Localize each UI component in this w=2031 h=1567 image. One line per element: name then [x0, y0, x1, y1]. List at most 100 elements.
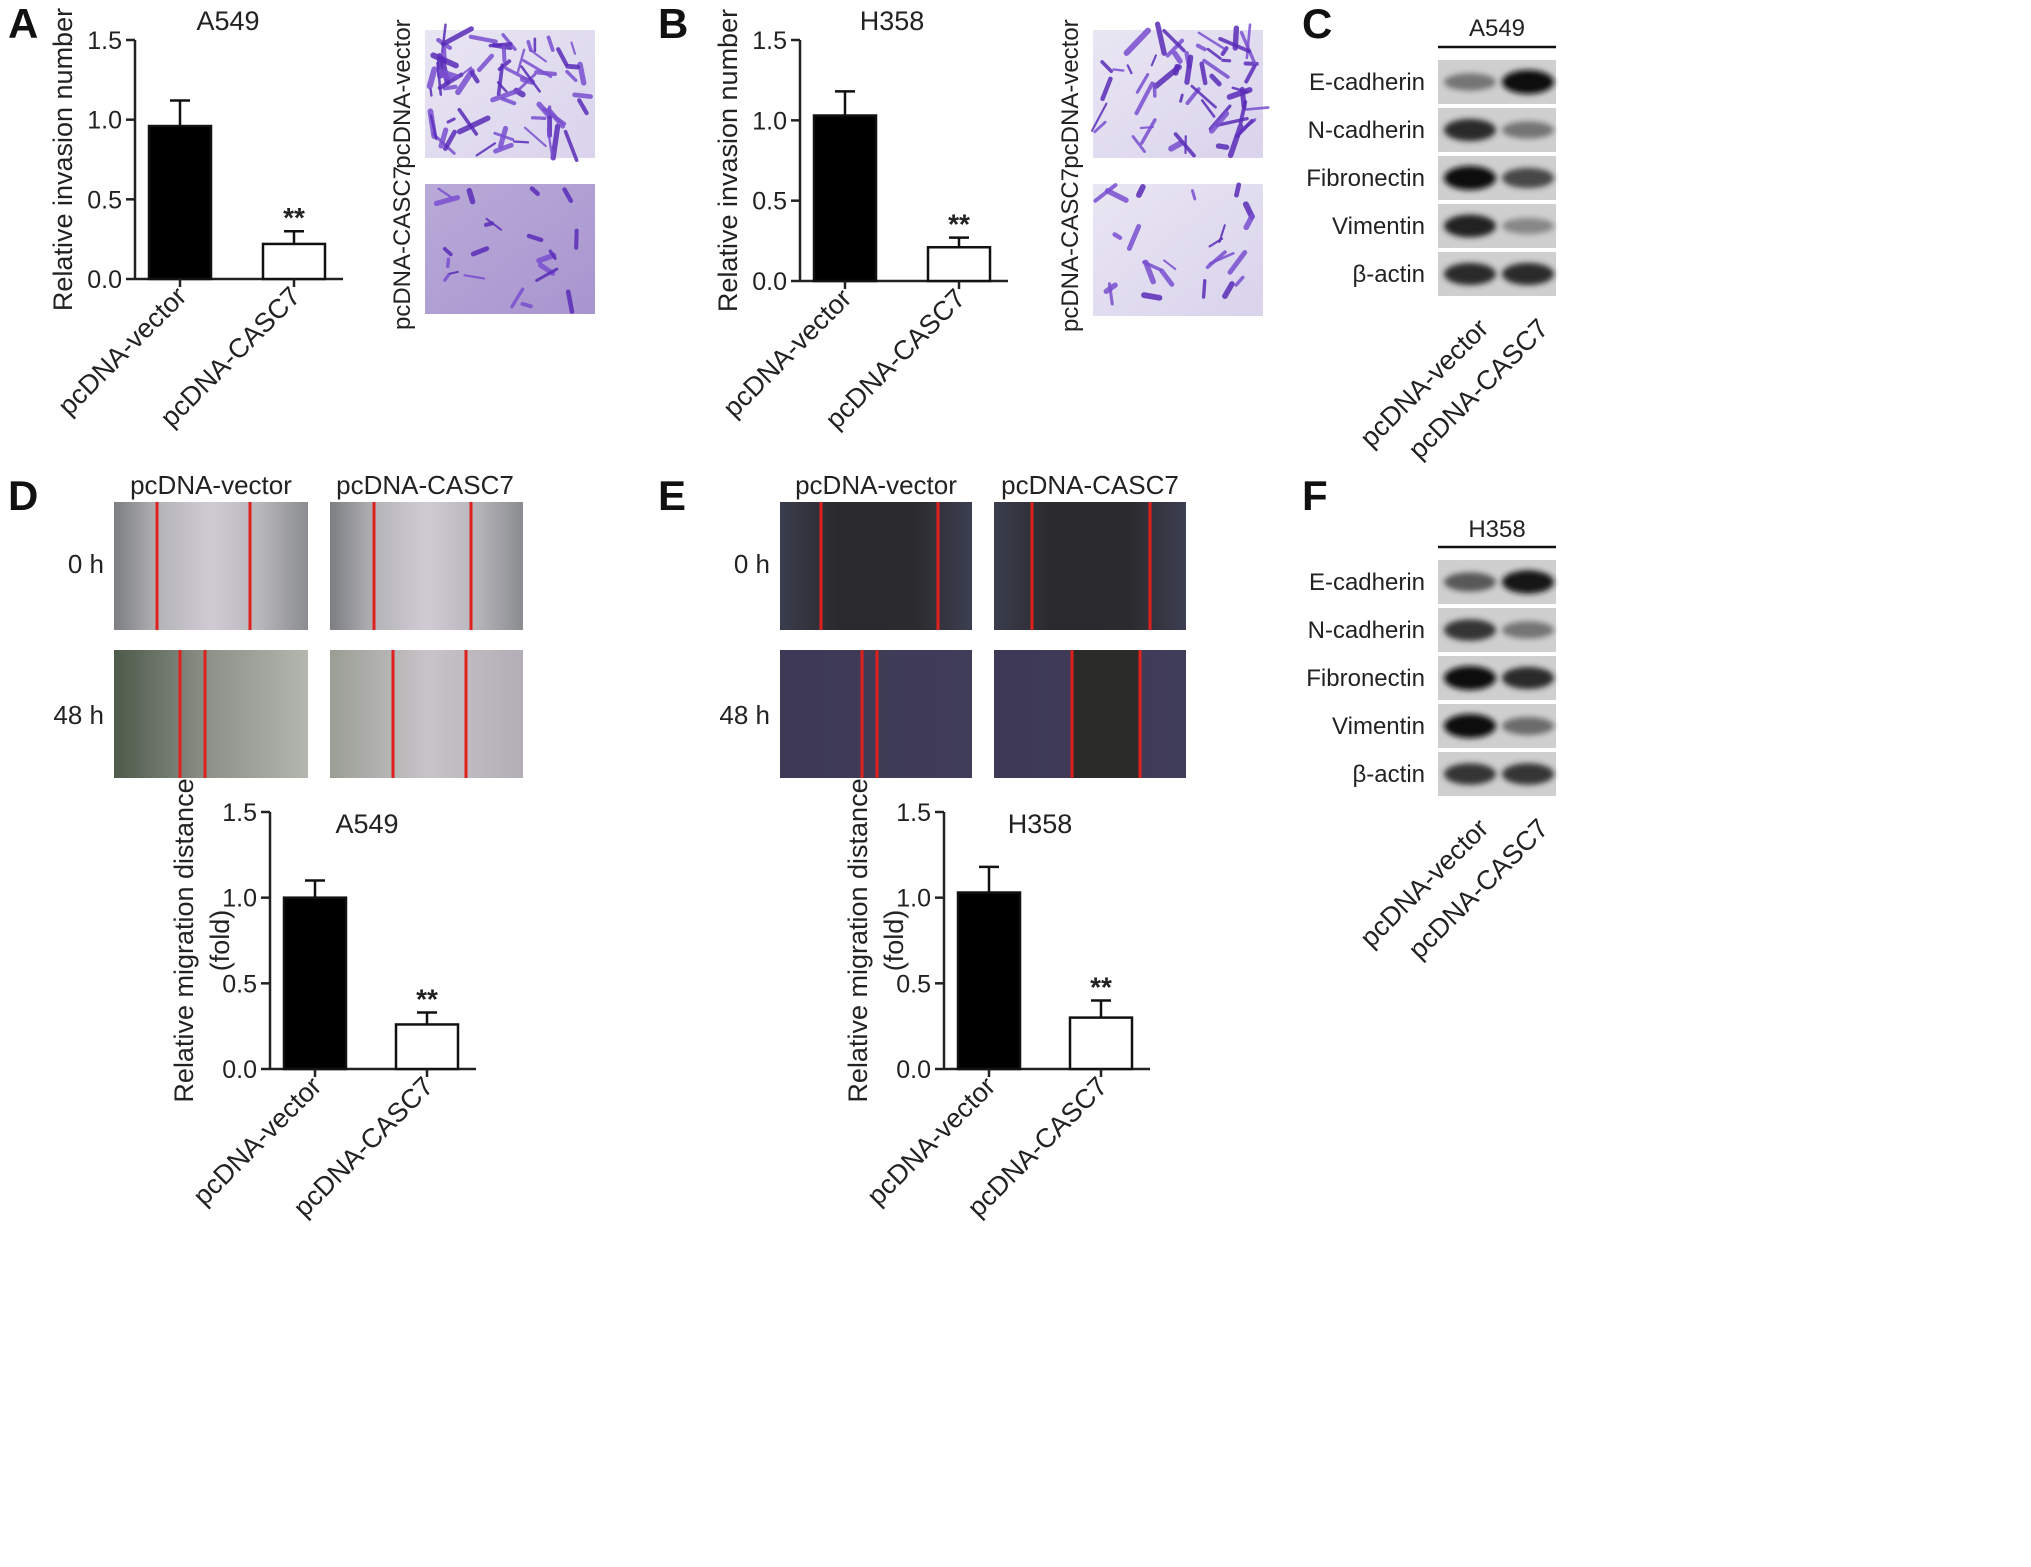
stained-cell: [1112, 68, 1125, 72]
row-label-48h: 48 h: [719, 700, 770, 730]
y-tick-label: 1.0: [222, 885, 257, 913]
y-tick-label: 1.0: [87, 107, 122, 135]
stained-cell: [496, 63, 505, 97]
stained-cell: [1134, 81, 1155, 116]
stained-cell: [520, 301, 533, 309]
stained-cell: [526, 233, 544, 243]
bar: [1068, 1016, 1134, 1071]
y-tick-label: 0.5: [752, 188, 787, 216]
chart-title: H358: [860, 6, 925, 36]
y-tick-label: 0.0: [896, 1056, 931, 1084]
protein-band: [1444, 714, 1496, 738]
bar: [394, 1023, 460, 1071]
stained-cell: [1205, 250, 1227, 269]
bar: [147, 124, 213, 281]
crystal-violet-stain: [1093, 182, 1255, 306]
col-label-vector: pcDNA-vector: [130, 470, 292, 500]
stained-cell: [457, 107, 479, 136]
stained-cell: [1093, 183, 1118, 203]
y-tick-label: 1.5: [87, 27, 122, 55]
stained-cell: [437, 187, 453, 199]
stained-cell: [440, 26, 474, 47]
y-tick-label: 0.0: [222, 1056, 257, 1084]
bar: [282, 896, 348, 1071]
stained-cell: [501, 33, 517, 51]
invasion-image-casc7: [1093, 184, 1263, 316]
stained-cell: [1184, 54, 1194, 85]
y-axis-label: Relative migration distance: [843, 778, 873, 1102]
stained-cell: [448, 270, 459, 275]
stained-cell: [1227, 250, 1248, 275]
stained-cell: [1234, 182, 1242, 198]
protein-label: N-cadherin: [1308, 117, 1425, 144]
bar: [261, 242, 327, 281]
stained-cell: [548, 249, 557, 261]
y-tick-label: 0.5: [87, 186, 122, 214]
protein-band: [1502, 217, 1554, 235]
panel-label-c: C: [1302, 0, 1332, 47]
protein-label: N-cadherin: [1308, 617, 1425, 644]
bar-chart-h358-migration: H358 0.0 0.5 1.0 1.5 Relative migration dista…: [843, 778, 1150, 1223]
stained-cell: [577, 61, 587, 86]
stained-cell: [534, 70, 558, 77]
western-blot-h358: H358 E-cadherin N-cadherin Fibronectin Vimen…: [1306, 516, 1556, 965]
y-tick-label: 1.5: [752, 27, 787, 55]
significance-marker: **: [416, 983, 438, 1014]
stained-cell: [1190, 189, 1197, 201]
stained-cell: [442, 246, 453, 257]
bar: [926, 246, 992, 283]
crystal-violet-stain: [426, 23, 593, 163]
chart-title: A549: [196, 6, 259, 36]
stained-cell: [500, 96, 517, 106]
stained-cell: [1243, 213, 1255, 231]
stained-cell: [1234, 275, 1245, 287]
stained-cell: [535, 267, 559, 282]
stained-cell: [1104, 188, 1129, 203]
protein-band: [1502, 763, 1554, 785]
stained-cell: [516, 48, 526, 74]
stained-cell: [443, 272, 451, 282]
stained-cell: [1131, 135, 1146, 153]
stained-cell: [1202, 58, 1230, 79]
stained-cell: [1100, 60, 1114, 74]
protein-band: [1502, 621, 1554, 639]
protein-band: [1502, 121, 1554, 139]
stained-cell: [1172, 63, 1180, 76]
protein-band: [1502, 167, 1554, 189]
stained-cell: [530, 116, 547, 120]
stained-cell: [1209, 73, 1222, 87]
stained-cell: [443, 129, 457, 151]
stained-cell: [1244, 64, 1257, 84]
stained-cell: [433, 195, 461, 207]
stained-cell: [1238, 100, 1248, 125]
wound-healing-a549: pcDNA-vector pcDNA-CASC7 0 h 48 h: [53, 470, 523, 778]
y-tick-label: 1.0: [752, 107, 787, 135]
stained-cell: [519, 76, 535, 85]
stained-cell: [556, 47, 569, 67]
protein-label: Vimentin: [1332, 713, 1425, 740]
wound-image-casc7-48h: [330, 650, 523, 778]
wound-gap: [1072, 650, 1140, 778]
stained-cell: [1200, 99, 1216, 118]
protein-band: [1444, 262, 1496, 286]
stained-cell: [456, 115, 491, 135]
stained-cell: [455, 68, 475, 96]
stained-cell: [1141, 292, 1163, 301]
y-tick-label: 0.0: [752, 268, 787, 296]
stained-cell: [493, 142, 514, 154]
stained-cell: [536, 252, 557, 264]
stained-cell: [1154, 21, 1167, 56]
y-tick-label: 1.5: [222, 799, 257, 827]
stained-cell: [1152, 82, 1157, 98]
stained-cell: [1162, 28, 1186, 53]
panel-label-e: E: [658, 472, 686, 519]
crystal-violet-stain: [1090, 21, 1270, 158]
stained-cell: [1100, 76, 1113, 102]
image-row-label-casc7: pcDNA-CASC7: [1057, 168, 1084, 332]
stained-cell: [468, 34, 498, 44]
protein-label: Fibronectin: [1306, 665, 1425, 692]
stained-cell: [523, 126, 547, 148]
stained-cell: [1218, 224, 1226, 243]
stained-cell: [475, 142, 497, 157]
stained-cell: [565, 289, 575, 314]
